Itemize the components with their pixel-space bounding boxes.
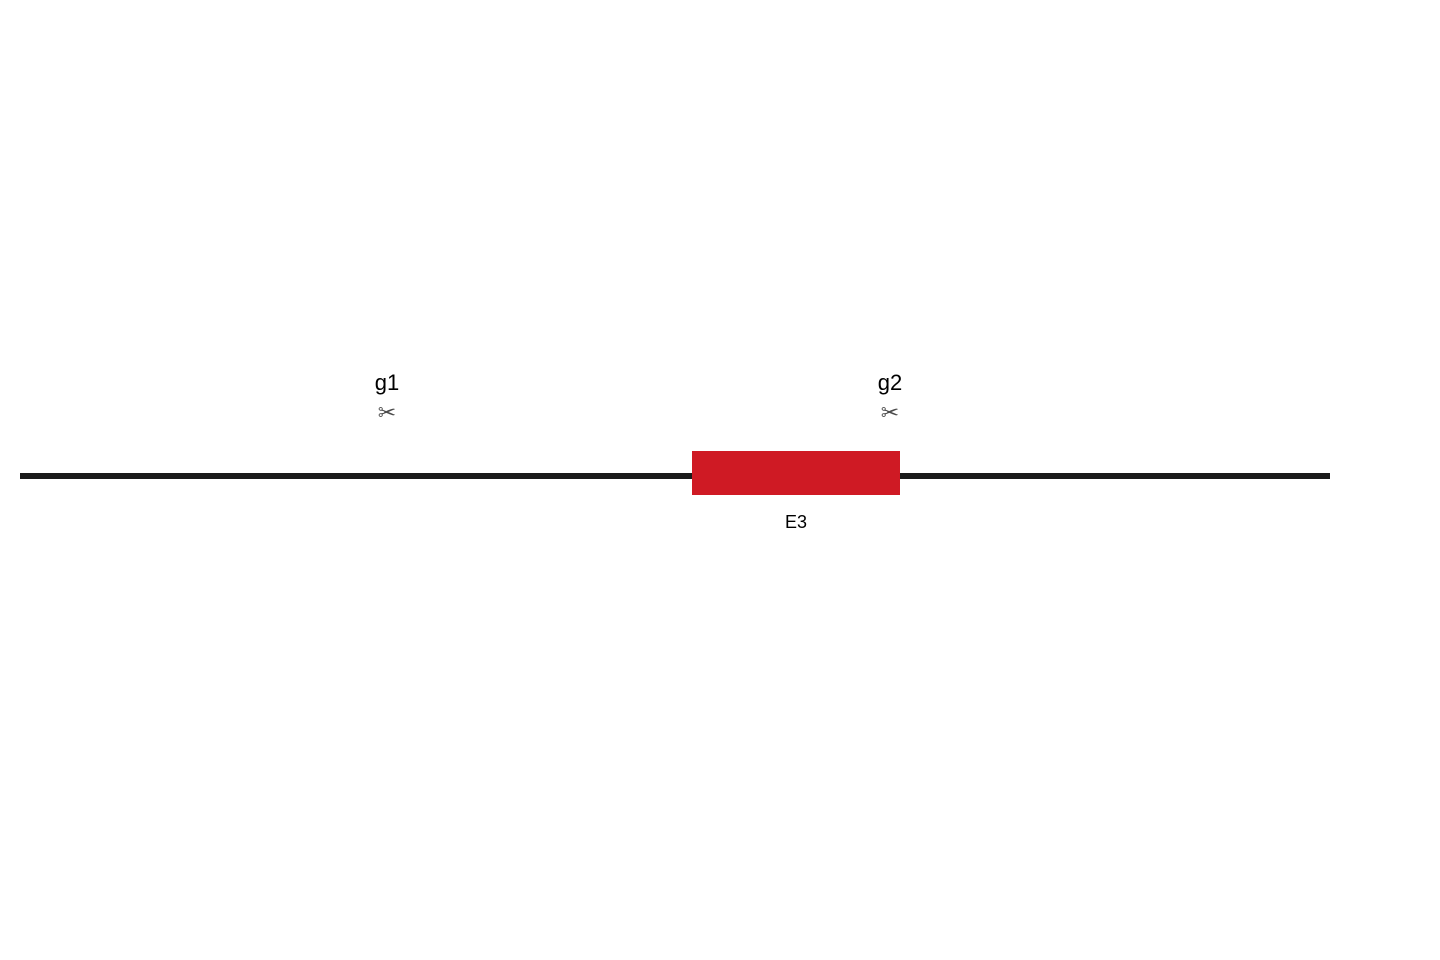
exon-e3 (692, 451, 900, 495)
scissors-icon: ✂ (881, 400, 899, 426)
gene-schematic-canvas: E3 g1 ✂ g2 ✂ (0, 0, 1440, 960)
guide-label-g1: g1 (375, 370, 399, 396)
scissors-icon: ✂ (378, 400, 396, 426)
guide-label-g2: g2 (878, 370, 902, 396)
genomic-line-left (20, 473, 692, 479)
exon-label: E3 (785, 512, 807, 533)
genomic-line-right (900, 473, 1330, 479)
